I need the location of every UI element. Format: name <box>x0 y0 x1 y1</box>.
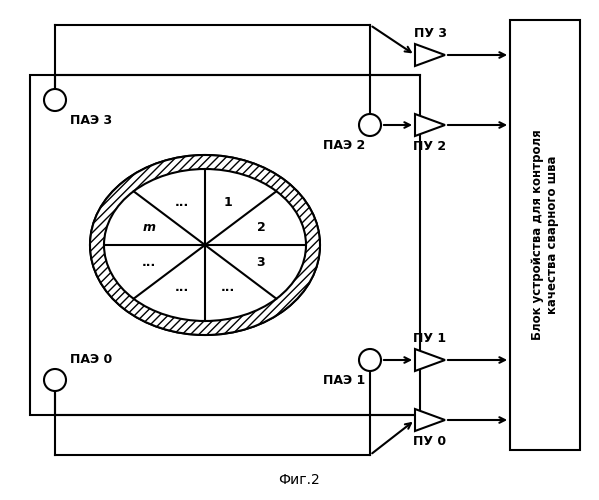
Text: ПАЭ 0: ПАЭ 0 <box>70 353 112 366</box>
Circle shape <box>44 89 66 111</box>
Text: Блок устройства для контроля
качества сварного шва: Блок устройства для контроля качества св… <box>531 130 559 340</box>
Text: Фиг.2: Фиг.2 <box>278 473 320 487</box>
Bar <box>510 20 580 450</box>
Polygon shape <box>415 44 445 66</box>
Polygon shape <box>415 114 445 136</box>
Text: 1: 1 <box>224 196 232 209</box>
Text: ...: ... <box>142 256 156 269</box>
Ellipse shape <box>104 169 306 321</box>
Text: ПАЭ 1: ПАЭ 1 <box>323 374 365 387</box>
Bar <box>30 75 420 415</box>
Text: 2: 2 <box>256 221 265 234</box>
Ellipse shape <box>90 155 320 335</box>
Text: ПУ 3: ПУ 3 <box>413 27 446 40</box>
Circle shape <box>359 349 381 371</box>
Text: ПУ 1: ПУ 1 <box>413 332 447 345</box>
Text: ...: ... <box>175 280 189 293</box>
Text: ПАЭ 2: ПАЭ 2 <box>323 139 365 152</box>
Text: ПАЭ 3: ПАЭ 3 <box>70 114 112 127</box>
Circle shape <box>44 369 66 391</box>
Text: ...: ... <box>221 280 235 293</box>
Ellipse shape <box>90 155 320 335</box>
Polygon shape <box>415 349 445 371</box>
Text: 3: 3 <box>257 256 265 269</box>
Text: ПУ 2: ПУ 2 <box>413 140 447 153</box>
Text: m: m <box>143 221 156 234</box>
Text: ПУ 0: ПУ 0 <box>413 435 447 448</box>
Polygon shape <box>415 409 445 431</box>
Circle shape <box>359 114 381 136</box>
Text: ...: ... <box>175 196 189 209</box>
